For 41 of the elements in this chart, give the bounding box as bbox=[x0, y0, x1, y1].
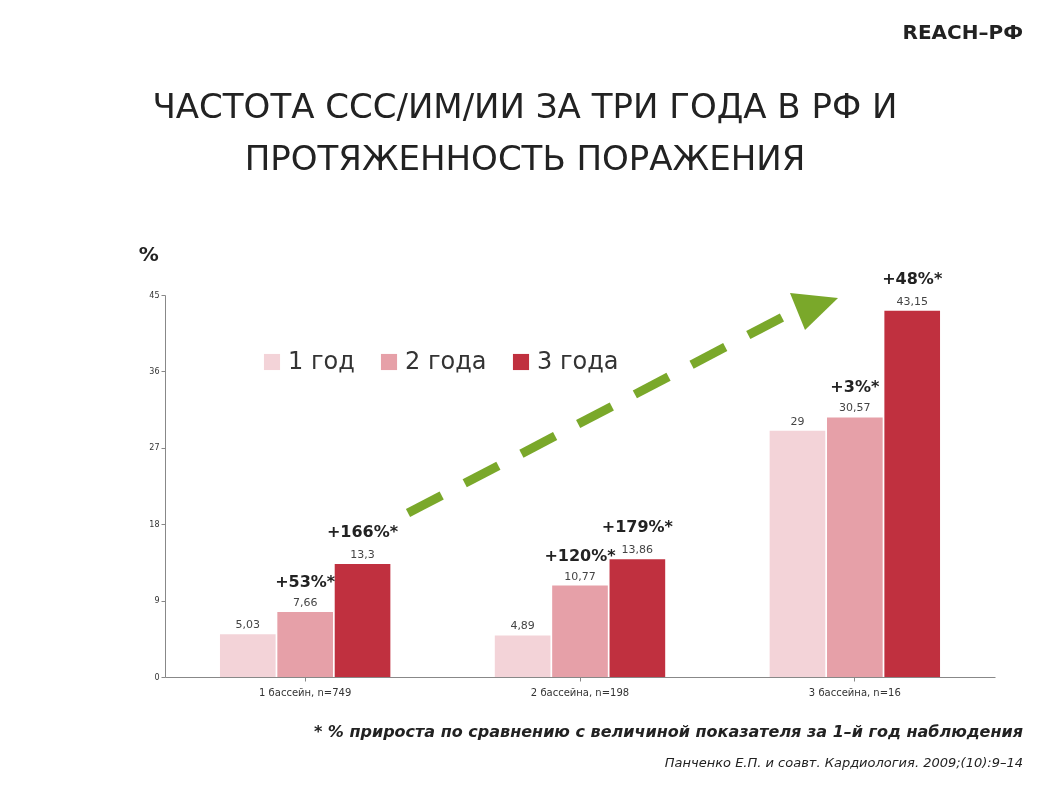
x-tick-label: 1 бассейн, n=749 bbox=[259, 686, 352, 698]
data-label: 7,66 bbox=[292, 595, 318, 609]
bar bbox=[334, 564, 391, 677]
annotation: +166%* bbox=[326, 522, 399, 542]
y-axis-title: % bbox=[138, 241, 159, 266]
bar bbox=[552, 585, 608, 677]
annotation: +3%* bbox=[830, 377, 880, 397]
text: Панченко Е.П. и соавт. Кардиология. 2009;(10):9–14 bbox=[663, 755, 1023, 770]
y-tick-label: 18 bbox=[149, 519, 160, 529]
y-tick-label: 0 bbox=[154, 672, 160, 682]
data-label: 13,3 bbox=[350, 548, 375, 562]
x-tick-label: 3 бассейна, n=16 bbox=[808, 686, 901, 698]
chart-title: ЧАСТОТА ССС/ИМ/ИИ ЗА ТРИ ГОДА В РФ И ПРОТЯЖЕННОСТЬ ПОРАЖЕНИЯ bbox=[151, 85, 899, 180]
bar bbox=[609, 559, 666, 677]
text: +48%* bbox=[882, 268, 943, 288]
bar bbox=[494, 635, 551, 677]
data-label: 5,03 bbox=[235, 618, 261, 632]
legend-label: 2 года bbox=[405, 347, 487, 375]
y-tick-label: 36 bbox=[149, 366, 160, 376]
bar bbox=[827, 417, 883, 677]
data-label: 43,15 bbox=[896, 294, 928, 308]
annotation: +120%* bbox=[544, 545, 617, 565]
text: * % прироста по сравнению с величиной показателя за 1–й год наблюдения bbox=[313, 722, 1023, 741]
data-label: 29 bbox=[790, 414, 805, 428]
x-tick-label: 2 бассейна, n=198 bbox=[530, 686, 630, 698]
bar bbox=[219, 634, 276, 677]
data-label: 30,57 bbox=[839, 401, 871, 415]
legend-label: 3 года bbox=[537, 347, 619, 375]
data-label: 4,89 bbox=[510, 619, 535, 633]
annotation: +179%* bbox=[601, 517, 674, 537]
data-label: 10,77 bbox=[564, 569, 596, 583]
bar bbox=[277, 611, 333, 677]
bar bbox=[769, 430, 826, 677]
y-tick-label: 45 bbox=[149, 290, 160, 300]
annotation: +53%* bbox=[275, 571, 336, 591]
y-tick-label: 27 bbox=[149, 443, 160, 453]
legend-label: 1 год bbox=[288, 347, 355, 375]
bar bbox=[884, 310, 941, 677]
y-tick-label: 9 bbox=[154, 596, 160, 606]
data-label: 13,86 bbox=[621, 543, 654, 557]
text: REACH–РФ bbox=[902, 20, 1023, 44]
